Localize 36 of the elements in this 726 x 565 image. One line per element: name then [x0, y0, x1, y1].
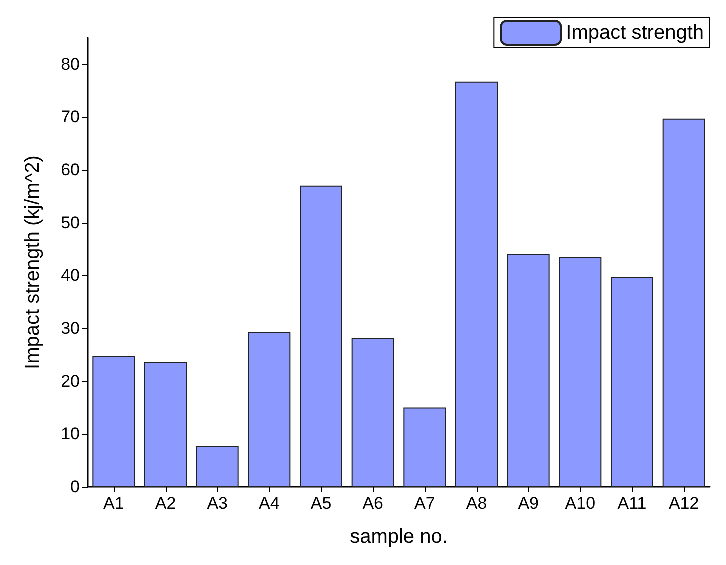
bar: [352, 338, 394, 487]
bar: [248, 332, 291, 487]
bar: [300, 186, 342, 487]
x-tick-label: A6: [362, 494, 384, 513]
bar: [92, 356, 136, 487]
bar: [196, 446, 239, 487]
bar: [611, 277, 654, 487]
x-tick-label: A7: [414, 494, 436, 513]
bar: [662, 118, 706, 487]
y-tick-label: 80: [61, 54, 80, 74]
x-tick-label: A3: [207, 494, 228, 513]
bar: [404, 408, 446, 487]
y-axis-title: Impact strength (kj/m^2): [22, 156, 44, 370]
y-tick-label: 10: [61, 424, 80, 444]
x-tick-label: A2: [155, 494, 176, 513]
y-tick-label: 70: [61, 108, 80, 127]
y-tick-label: 50: [61, 213, 80, 232]
x-tick-label: A8: [466, 494, 488, 513]
bar: [507, 254, 550, 487]
y-tick-label: 20: [61, 372, 80, 391]
x-tick-label: A11: [618, 494, 647, 513]
bar: [559, 257, 602, 487]
x-tick-label: A12: [668, 494, 700, 513]
x-tick-label: A10: [565, 494, 596, 513]
legend-label: Impact strength: [566, 22, 704, 44]
y-tick-label: 40: [61, 266, 80, 286]
x-axis-title: sample no.: [350, 526, 448, 548]
y-tick-label: 0: [70, 478, 80, 496]
x-tick-label: A1: [104, 494, 124, 513]
x-tick-label: A9: [518, 494, 539, 513]
x-tick-label: A4: [259, 494, 280, 513]
bar: [456, 82, 498, 487]
y-tick-label: 30: [61, 319, 80, 338]
bar: [144, 362, 187, 487]
x-tick-label: A5: [310, 494, 332, 513]
y-tick-label: 60: [61, 160, 80, 180]
